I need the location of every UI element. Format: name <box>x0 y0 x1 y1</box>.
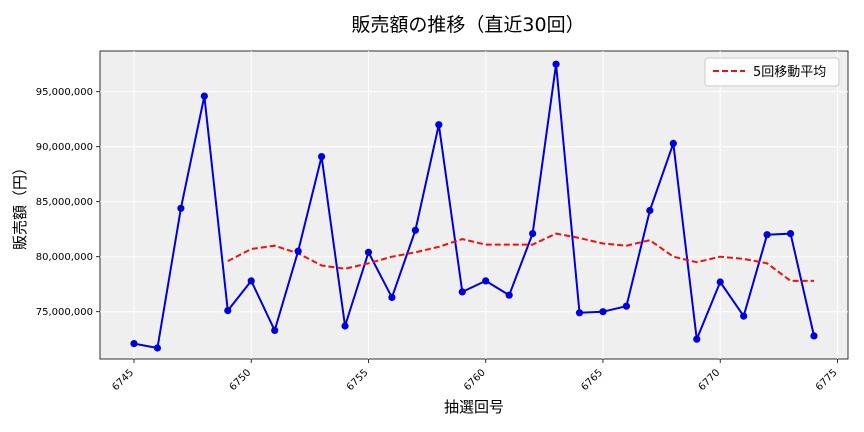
sales-series-line <box>133 63 815 349</box>
sales-data-point <box>786 230 795 238</box>
x-tick-label: 6750 <box>228 367 254 393</box>
y-tick-label: 75,000,000 <box>36 307 93 318</box>
x-axis-label: 抽選回号 <box>444 398 504 416</box>
x-axis-ticks: 6745 6750 6755 6760 6765 6770 6775 <box>110 359 840 393</box>
y-tick-label: 85,000,000 <box>36 197 93 208</box>
sales-data-point <box>622 302 631 310</box>
legend-moving-average-label: 5回移動平均 <box>753 65 826 80</box>
sales-data-point <box>599 308 607 316</box>
x-tick-label: 6765 <box>579 367 605 393</box>
sales-data-point <box>482 277 490 285</box>
x-tick-label: 6775 <box>814 367 840 393</box>
y-tick-label: 90,000,000 <box>36 142 93 153</box>
sales-data-point <box>317 153 326 161</box>
sales-data-point <box>341 322 349 330</box>
sales-data-point <box>200 92 208 100</box>
sales-data-point <box>130 340 138 348</box>
sales-data-point <box>435 121 443 129</box>
sales-data-point <box>693 335 701 343</box>
sales-data-point <box>271 326 279 334</box>
x-tick-label: 6760 <box>462 367 488 393</box>
sales-data-point <box>810 332 818 340</box>
sales-data-point <box>740 312 748 320</box>
plot-area <box>99 50 849 360</box>
sales-data-point <box>294 247 302 255</box>
legend: 5回移動平均 <box>704 57 840 87</box>
sales-data-point <box>716 278 724 286</box>
sales-data-point <box>575 309 584 317</box>
sales-data-point <box>388 293 396 301</box>
sales-data-point <box>153 344 162 352</box>
legend-box <box>704 57 840 87</box>
y-tick-label: 95,000,000 <box>36 87 93 98</box>
x-tick-label: 6745 <box>110 367 136 393</box>
sales-data-point <box>763 231 771 239</box>
chart-title: 販売額の推移（直近30回） <box>351 14 584 36</box>
sales-data-point <box>552 60 560 68</box>
sales-data-point <box>458 288 466 296</box>
sales-data-point <box>646 206 654 215</box>
y-axis-label: 販売額（円） <box>11 160 29 250</box>
series-layer <box>130 60 818 352</box>
y-axis-ticks: 75,000,000 80,000,000 85,000,000 90,000,000… <box>36 87 100 318</box>
sales-data-point <box>411 226 419 234</box>
sales-data-point <box>364 248 373 256</box>
sales-data-point <box>247 277 255 285</box>
sales-data-point <box>177 204 185 212</box>
x-tick-label: 6755 <box>345 367 371 393</box>
sales-data-point <box>529 230 537 238</box>
sales-data-point <box>669 139 677 147</box>
sales-data-point <box>505 291 513 299</box>
x-tick-label: 6770 <box>697 367 723 393</box>
sales-data-point <box>224 307 232 315</box>
y-tick-label: 80,000,000 <box>36 252 93 263</box>
